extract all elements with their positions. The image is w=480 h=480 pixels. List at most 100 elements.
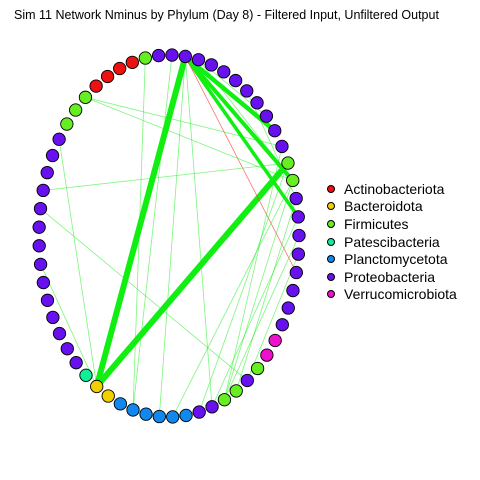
network-node-33 — [126, 403, 140, 417]
network-edge-6 — [85, 96, 283, 147]
network-node-31 — [152, 409, 166, 424]
network-node-46 — [32, 220, 46, 234]
network-edge-21 — [224, 235, 300, 401]
network-edge-2 — [183, 54, 295, 183]
network-node-35 — [101, 389, 115, 403]
network-node-57 — [113, 61, 127, 76]
network-node-0 — [165, 48, 179, 62]
network-node-6 — [240, 84, 254, 98]
network-node-44 — [33, 257, 48, 271]
edge-layer — [40, 53, 301, 418]
network-node-2 — [191, 53, 206, 67]
network-node-38 — [69, 356, 83, 370]
legend-item: Firmicutes — [327, 215, 457, 233]
legend-label: Planctomycetota — [344, 251, 448, 268]
network-node-3 — [204, 58, 219, 72]
network-node-9 — [268, 124, 282, 138]
network-edge-11 — [132, 57, 146, 411]
network-node-21 — [268, 333, 282, 348]
network-node-10 — [275, 139, 289, 154]
network-node-7 — [250, 96, 264, 110]
network-node-36 — [90, 379, 104, 394]
legend-swatch — [327, 202, 335, 211]
network-node-41 — [46, 310, 60, 325]
legend-item: Planctomycetota — [327, 250, 457, 268]
chart-title: Sim 11 Network Nminus by Phylum (Day 8) … — [14, 8, 439, 22]
network-edge-13 — [184, 56, 213, 408]
network-node-39 — [60, 342, 74, 356]
legend: Actinobacteriota Bacteroidota Firmicutes Pa… — [327, 180, 457, 303]
network-edge-18 — [224, 180, 294, 401]
network-edge-12 — [158, 56, 186, 417]
legend-item: Patescibacteria — [327, 233, 457, 251]
legend-label: Verrucomicrobiota — [344, 286, 457, 303]
legend-swatch — [327, 219, 335, 228]
network-node-25 — [229, 384, 243, 398]
network-edge-22 — [246, 253, 299, 381]
network-node-15 — [292, 228, 306, 243]
legend-label: Actinobacteriota — [344, 180, 445, 197]
network-edge-19 — [235, 198, 297, 392]
network-edge-23 — [172, 180, 294, 418]
network-node-52 — [60, 117, 74, 131]
network-node-53 — [69, 103, 83, 117]
network-node-28 — [192, 405, 206, 419]
network-node-16 — [291, 247, 305, 261]
network-node-47 — [33, 201, 48, 216]
network-node-51 — [52, 132, 66, 146]
network-node-11 — [281, 156, 295, 170]
legend-item: Proteobacteria — [327, 268, 457, 286]
network-node-29 — [179, 408, 193, 423]
network-node-20 — [275, 318, 289, 332]
network-edge-14 — [198, 59, 294, 181]
legend-item: Actinobacteriota — [327, 180, 457, 198]
network-node-4 — [217, 65, 231, 79]
network-node-8 — [259, 109, 274, 123]
network-node-19 — [281, 301, 295, 315]
network-node-14 — [291, 210, 305, 224]
network-node-24 — [240, 373, 254, 388]
network-node-32 — [139, 407, 153, 421]
network-node-5 — [228, 73, 243, 88]
network-node-18 — [286, 283, 300, 298]
legend-item: Bacteroidota — [327, 198, 457, 216]
network-node-45 — [32, 239, 46, 253]
legend-label: Firmicutes — [344, 215, 409, 232]
legend-label: Proteobacteria — [344, 268, 436, 285]
network-node-26 — [217, 393, 232, 407]
network-node-58 — [125, 55, 139, 70]
network-node-23 — [250, 361, 265, 376]
network-edge-17 — [198, 162, 289, 413]
node-layer — [32, 48, 306, 424]
network-node-17 — [289, 265, 303, 280]
network-node-43 — [36, 275, 51, 290]
network-edge-10 — [132, 54, 173, 411]
legend-swatch — [327, 255, 335, 264]
legend-swatch — [327, 290, 335, 299]
legend-swatch — [327, 184, 335, 193]
network-node-54 — [78, 90, 93, 104]
network-edge-4 — [93, 160, 291, 390]
network-node-49 — [40, 165, 54, 180]
network-node-50 — [45, 148, 60, 163]
legend-label: Bacteroidota — [344, 198, 423, 215]
network-node-60 — [151, 48, 166, 63]
network-node-48 — [36, 183, 50, 198]
network-node-30 — [166, 410, 180, 424]
network-node-59 — [138, 51, 152, 65]
legend-item: Verrucomicrobiota — [327, 286, 457, 304]
network-node-37 — [79, 368, 93, 382]
network-edge-5 — [184, 56, 297, 273]
legend-swatch — [327, 237, 335, 246]
legend-label: Patescibacteria — [344, 233, 440, 250]
network-node-13 — [289, 191, 303, 206]
network-node-27 — [205, 400, 219, 414]
network-node-40 — [52, 326, 67, 341]
network-edge-24 — [40, 208, 248, 381]
network-node-34 — [113, 397, 128, 411]
legend-swatch — [327, 272, 335, 281]
network-node-22 — [260, 348, 274, 362]
network-edge-0 — [93, 53, 189, 390]
network-edge-20 — [211, 216, 299, 408]
